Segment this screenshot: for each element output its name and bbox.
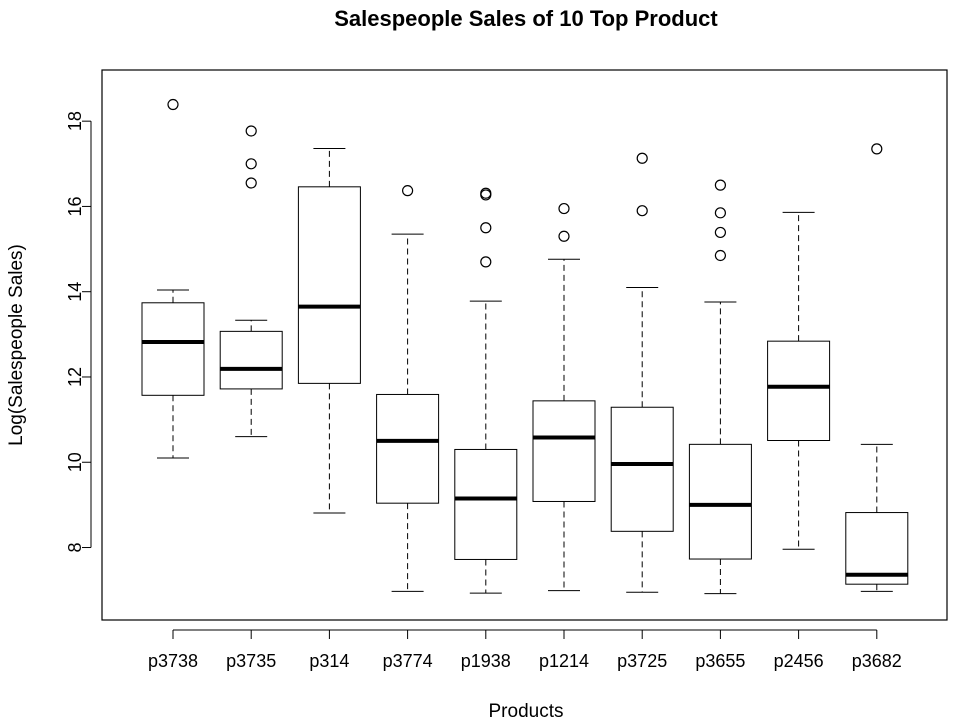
x-tick-label: p1938 <box>461 651 511 671</box>
box-p3738 <box>141 98 205 459</box>
x-tick-label: p3682 <box>852 651 902 671</box>
iqr-box <box>219 330 283 390</box>
chart-title: Salespeople Sales of 10 Top Product <box>334 6 718 31</box>
iqr-box <box>532 400 596 502</box>
box-p1938 <box>454 187 518 594</box>
x-axis-label: Products <box>489 701 564 722</box>
outlier-point <box>480 256 492 268</box>
outlier-point <box>714 249 727 262</box>
y-tick-label: 12 <box>65 367 85 387</box>
box-p3682 <box>845 143 909 592</box>
outlier-point <box>714 207 727 219</box>
x-tick-label: p3774 <box>383 651 433 671</box>
plot-frame <box>101 69 948 621</box>
y-tick-label: 8 <box>65 543 85 553</box>
x-tick-label: p3725 <box>617 651 667 671</box>
x-tick-label: p3655 <box>695 651 745 671</box>
outlier-point <box>714 226 727 239</box>
box-series <box>141 98 909 595</box>
outlier-point <box>402 185 414 197</box>
outlier-point <box>558 230 570 242</box>
box-p3655 <box>688 179 752 595</box>
box-p3774 <box>376 185 440 592</box>
iqr-box <box>454 448 518 560</box>
iqr-box <box>688 443 752 560</box>
y-tick-label: 14 <box>65 282 85 302</box>
iqr-box <box>845 512 909 585</box>
box-p3735 <box>219 125 283 438</box>
outlier-point <box>636 205 648 217</box>
y-tick-label: 16 <box>65 196 85 216</box>
outlier-point <box>480 187 492 199</box>
box-p2456 <box>767 211 831 550</box>
y-tick-label: 10 <box>65 452 85 472</box>
outlier-point <box>480 222 492 234</box>
outlier-point <box>245 125 257 137</box>
box-p1214 <box>532 202 596 592</box>
iqr-box <box>610 406 674 532</box>
outlier-point <box>871 143 883 155</box>
outlier-point <box>167 98 179 111</box>
x-tick-label: p1214 <box>539 651 589 671</box>
box-p314 <box>297 147 361 514</box>
outlier-point <box>245 158 257 170</box>
y-axis: 8 10 12 14 16 18 <box>65 111 92 553</box>
x-tick-label: p314 <box>309 651 349 671</box>
y-tick-label: 18 <box>65 111 85 131</box>
x-tick-label: p3735 <box>226 651 276 671</box>
x-axis: p3738 p3735 p314 p3774 p1938 p1214 p3725 p3655 p… <box>148 629 902 671</box>
outlier-point <box>714 179 727 191</box>
y-axis-label: Log(Salespeople Sales) <box>6 244 27 446</box>
x-tick-label: p2456 <box>774 651 824 671</box>
box-p3725 <box>610 152 674 593</box>
outlier-point <box>245 177 257 189</box>
x-tick-label: p3738 <box>148 651 198 671</box>
iqr-box <box>141 302 205 396</box>
iqr-box <box>297 186 361 384</box>
iqr-box <box>767 340 831 442</box>
iqr-box <box>376 393 440 504</box>
outlier-point <box>636 152 648 164</box>
outlier-point <box>558 202 570 215</box>
